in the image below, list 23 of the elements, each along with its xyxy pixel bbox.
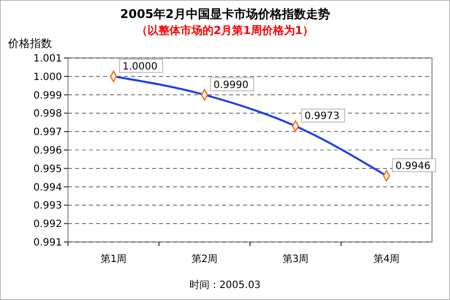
- x-tick-label: 第4周: [373, 253, 400, 265]
- y-tick-label: 1.000: [33, 72, 62, 83]
- x-tick-label: 第2周: [191, 253, 218, 265]
- data-label: 1.0000: [122, 61, 158, 72]
- y-tick-label: 0.995: [33, 164, 62, 175]
- data-label: 0.9973: [304, 111, 340, 122]
- y-axis-title: 价格指数: [7, 37, 52, 50]
- text: 时间：2005.03: [189, 279, 261, 291]
- y-tick-label: 0.991: [33, 238, 62, 248]
- chart-subtitle: （以整体市场的2月第1周价格为1）: [136, 24, 314, 37]
- y-tick-label: 0.996: [33, 146, 62, 156]
- x-tick-label: 第1周: [100, 253, 127, 265]
- x-tick-label: 第3周: [282, 253, 309, 265]
- y-tick-label: 1.001: [33, 54, 62, 64]
- data-label: 0.9946: [396, 160, 430, 172]
- y-tick-label: 0.998: [33, 108, 62, 120]
- chart-title: 2005年2月中国显卡市场价格指数走势: [120, 7, 330, 21]
- y-tick-label: 0.993: [33, 200, 62, 212]
- data-label: 0.9990: [214, 80, 248, 91]
- y-tick-label: 0.997: [33, 127, 62, 138]
- y-tick-label: 0.994: [33, 182, 62, 194]
- y-tick-label: 0.992: [33, 219, 62, 230]
- y-tick-label: 0.999: [33, 90, 62, 102]
